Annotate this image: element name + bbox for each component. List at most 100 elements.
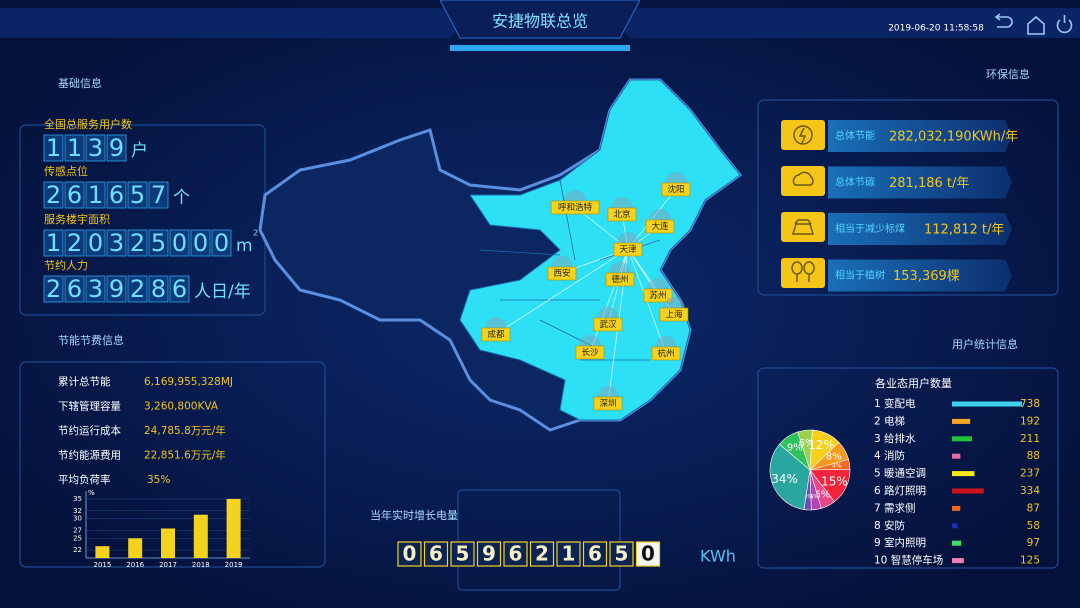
digit-box <box>64 229 85 257</box>
y-tick-label: 27 <box>73 526 82 534</box>
meter-digit: 2 <box>535 542 549 566</box>
city-label: 天津 <box>619 244 637 255</box>
meter-digit: 5 <box>615 542 629 566</box>
x-tick-label: 2016 <box>126 561 144 569</box>
energy-value: 35% <box>147 474 170 486</box>
meter-digit: 5 <box>456 542 470 566</box>
stats-bar <box>952 436 973 442</box>
digit-box <box>127 181 148 209</box>
back-button[interactable] <box>994 13 1013 28</box>
digit: 6 <box>109 181 124 209</box>
stats-name: 10 智慧停车场 <box>874 554 943 567</box>
home-button[interactable] <box>1027 15 1045 35</box>
stats-bar <box>952 523 958 529</box>
city-label: 北京 <box>613 209 630 220</box>
digit: 3 <box>88 275 103 303</box>
pie-label: 4% <box>832 463 842 470</box>
stats-name: 6 路灯照明 <box>874 484 926 497</box>
energy-label: 节约能源费用 <box>58 449 121 462</box>
icon-coal <box>781 212 825 242</box>
city-label: 上海 <box>665 309 683 320</box>
digit-box <box>64 275 85 303</box>
digit: 8 <box>151 275 166 303</box>
pie-label: 6% <box>799 438 815 449</box>
meter-digit: 6 <box>588 542 602 566</box>
digit-box <box>85 134 106 162</box>
env-frame <box>757 99 1059 296</box>
meter-box <box>476 541 502 567</box>
power-button[interactable] <box>1056 15 1073 34</box>
bar <box>226 498 241 558</box>
digit-box <box>85 275 106 303</box>
digit: 6 <box>172 275 187 303</box>
city-label: 深圳 <box>599 398 616 409</box>
digit-box <box>211 229 232 257</box>
env-value: 153,369棵 <box>893 269 960 284</box>
stats-value: 58 <box>1027 520 1040 532</box>
digit-box <box>106 275 127 303</box>
digit: 2 <box>67 229 82 257</box>
icon-carbon <box>781 166 825 196</box>
pie-label: 8% <box>826 452 842 463</box>
stats-bar <box>952 418 971 424</box>
digit-box <box>148 181 169 209</box>
stats-value: 87 <box>1027 502 1040 514</box>
city-label: 沈阳 <box>667 184 684 195</box>
city-tag <box>605 272 635 287</box>
digit: 2 <box>46 181 61 209</box>
info-label: 服务楼宇面积 <box>44 212 110 226</box>
route-line <box>495 248 629 335</box>
info-unit-sup: 2 <box>253 229 258 238</box>
bar <box>95 546 110 558</box>
city-label: 成都 <box>487 329 505 340</box>
meter-box <box>556 541 581 567</box>
digit: 3 <box>109 229 124 257</box>
pie-label: 3% <box>804 494 814 501</box>
stats-name: 5 暖通空调 <box>874 467 926 480</box>
env-tag <box>828 166 1012 199</box>
bar <box>193 514 208 558</box>
stats-value: 192 <box>1020 415 1040 427</box>
stats-name: 3 给排水 <box>874 432 916 445</box>
digit-box <box>106 229 127 257</box>
stats-value: 211 <box>1020 433 1040 445</box>
bar <box>128 538 143 558</box>
route-line <box>627 188 677 250</box>
env-icons <box>781 120 825 288</box>
stats-bar <box>952 453 961 459</box>
env-tag <box>828 213 1012 245</box>
digit: 6 <box>67 181 82 209</box>
header-bar <box>0 8 1080 38</box>
digit-box <box>190 229 211 257</box>
digit-box <box>127 229 148 257</box>
env-label: 总体节碳 <box>835 176 875 189</box>
icon-tree <box>781 258 825 288</box>
digit-box <box>169 229 190 257</box>
pie-slice <box>769 443 811 510</box>
section-title: 环保信息 <box>986 67 1030 81</box>
energy-frame <box>19 361 326 568</box>
stats-name: 1 变配电 <box>874 397 916 410</box>
y-tick-label: 22 <box>73 546 82 554</box>
digit-box <box>85 229 106 257</box>
digit-box <box>64 181 85 209</box>
y-axis-label: % <box>88 489 95 497</box>
city-label: 武汉 <box>599 319 617 330</box>
info-label: 传感点位 <box>44 164 88 178</box>
city-label: 西安 <box>553 268 570 279</box>
env-label: 总体节能 <box>835 129 875 142</box>
meter-digit: 0 <box>403 542 417 566</box>
meter-frame <box>457 489 621 591</box>
info-label: 节约人力 <box>44 259 88 272</box>
meter-digit: 0 <box>641 542 655 566</box>
title-plate <box>439 0 641 39</box>
pie-label: 6% <box>814 489 830 500</box>
icon-energy <box>781 120 825 150</box>
env-tag <box>828 120 1012 152</box>
pie-label: 9% <box>787 442 803 453</box>
route-line <box>589 248 629 353</box>
city-tag <box>607 207 637 222</box>
digit: 0 <box>88 229 103 257</box>
digit-box <box>43 229 64 257</box>
